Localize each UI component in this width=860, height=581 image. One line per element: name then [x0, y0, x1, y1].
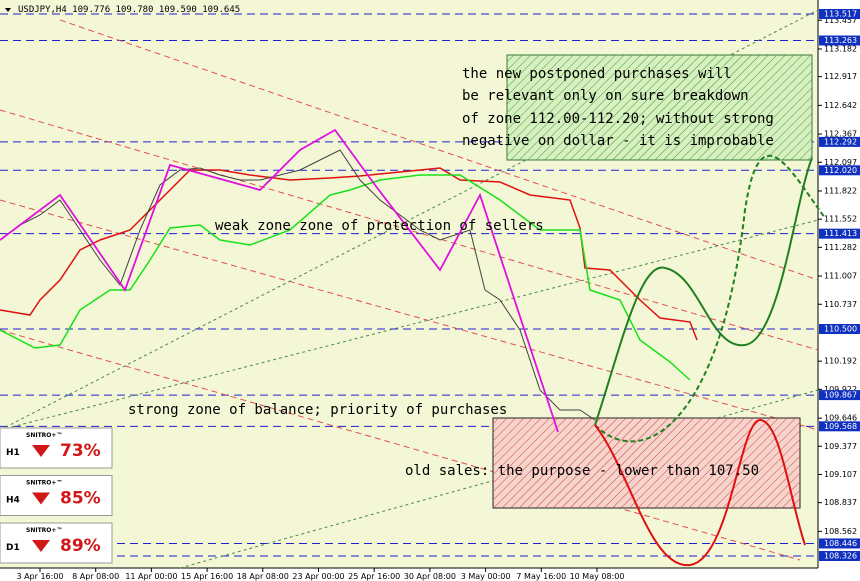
level-label-bg: [819, 538, 860, 549]
date-label: 8 Apr 08:00: [72, 572, 119, 581]
level-label-bg: [819, 421, 860, 432]
panel-timeframe: D1: [6, 543, 20, 553]
level-label: 112.020: [824, 166, 857, 175]
date-label: 18 Apr 08:00: [237, 572, 289, 581]
note-strong: strong zone of balance; priority of purc…: [128, 402, 507, 418]
zigzag: [0, 128, 559, 433]
level-label-bg: [819, 35, 860, 46]
forecast-green-dashed: [594, 154, 826, 443]
date-label: 23 Apr 00:00: [292, 572, 344, 581]
price-tick-label: 112.097: [824, 158, 857, 167]
date-label: 25 Apr 16:00: [348, 572, 400, 581]
panel-brand: SNITRO+™: [26, 527, 62, 534]
price-tick-label: 109.922: [824, 385, 857, 394]
panel-value: 85%: [60, 489, 101, 509]
price-tick-label: 113.182: [824, 44, 857, 53]
panel-brand: SNITRO+™: [26, 480, 62, 487]
price-tick-label: 111.007: [824, 272, 857, 281]
price-tick-label: 109.646: [824, 414, 857, 423]
level-label: 109.867: [824, 391, 857, 400]
ichimoku-green: [0, 174, 691, 381]
forecast-red: [594, 418, 806, 567]
level-label-bg: [819, 136, 860, 147]
panel-arrow: [32, 445, 50, 457]
price-tick-label: 113.457: [824, 16, 857, 25]
price-tick-label: 111.552: [824, 215, 857, 224]
level-label: 113.517: [824, 9, 857, 18]
price-tick-label: 110.737: [824, 300, 857, 309]
price-tick-label: 108.837: [824, 498, 857, 507]
level-label: 108.446: [824, 539, 857, 548]
price-path: [0, 149, 596, 421]
date-label: 7 May 16:00: [516, 572, 566, 581]
date-label: 3 Apr 16:00: [16, 572, 63, 581]
note-line: of zone 112.00-112.20; without strong: [462, 111, 774, 127]
panel-timeframe: H1: [6, 448, 20, 458]
panel: [0, 475, 113, 516]
date-label: 30 Apr 08:00: [404, 572, 456, 581]
level-label: 109.568: [824, 422, 857, 431]
note-weak: weak zone zone of protection of sellers: [215, 218, 544, 234]
purchase-zone-hatch: [507, 55, 812, 160]
price-tick-label: 112.642: [824, 101, 857, 110]
note-sales: old sales: the purpose - lower than 107.…: [405, 463, 759, 479]
panel-arrow: [32, 492, 50, 505]
level-label-bg: [819, 165, 860, 176]
panel-timeframe: H4: [6, 496, 20, 506]
panel-value: 89%: [60, 536, 101, 556]
date-label: 10 May 08:00: [570, 572, 625, 581]
date-label: 3 May 00:00: [461, 572, 511, 581]
level-label: 111.413: [824, 229, 857, 238]
level-label-bg: [819, 390, 860, 401]
panel-value: 73%: [60, 441, 101, 461]
level-label: 113.263: [824, 36, 857, 45]
date-label: 11 Apr 00:00: [125, 572, 177, 581]
price-tick-label: 112.917: [824, 72, 857, 81]
price-tick-label: 109.377: [824, 442, 857, 451]
panel: [0, 522, 113, 564]
level-label: 110.500: [824, 325, 857, 334]
header: USDJPY,H4 109.776 109.780 109.590 109.64…: [18, 5, 240, 15]
level-label-bg: [819, 550, 860, 561]
price-tick-label: 108.562: [824, 527, 857, 536]
date-label: 15 Apr 16:00: [181, 572, 233, 581]
level-label-bg: [819, 228, 860, 239]
panel-arrow: [32, 540, 50, 552]
date-axis-bg: [0, 568, 818, 581]
level-label: 108.326: [824, 551, 857, 560]
price-tick-label: 111.282: [824, 243, 857, 252]
panel-brand: SNITRO+™: [26, 432, 62, 439]
annotations: the new postponed purchases will be rele…: [128, 66, 774, 479]
level-label: 112.292: [824, 137, 857, 146]
note-line: the new postponed purchases will: [462, 66, 732, 82]
forecast-green: [594, 157, 813, 426]
price-tick-label: 109.107: [824, 470, 857, 479]
note-line: be relevant only on sure breakdown: [462, 88, 749, 104]
price-tick-label: 111.822: [824, 186, 857, 195]
price-axis-bg: [818, 0, 860, 581]
panel: [0, 427, 113, 469]
header-icon: [5, 8, 11, 12]
date-axis: 3 Apr 16:00 8 Apr 08:00 11 Apr 00:00 15 Apr…: [16, 568, 624, 581]
price-tick-label: 112.367: [824, 130, 857, 139]
level-label-bg: [819, 8, 860, 19]
note-line: negative on dollar - it is improbable: [462, 133, 774, 149]
level-label-bg: [819, 324, 860, 335]
panels: SNITRO+™ H1 73% SNITRO+™ H4 85% SNITRO+™ D1 89%: [0, 427, 113, 564]
price-tick-label: 110.192: [824, 357, 857, 366]
